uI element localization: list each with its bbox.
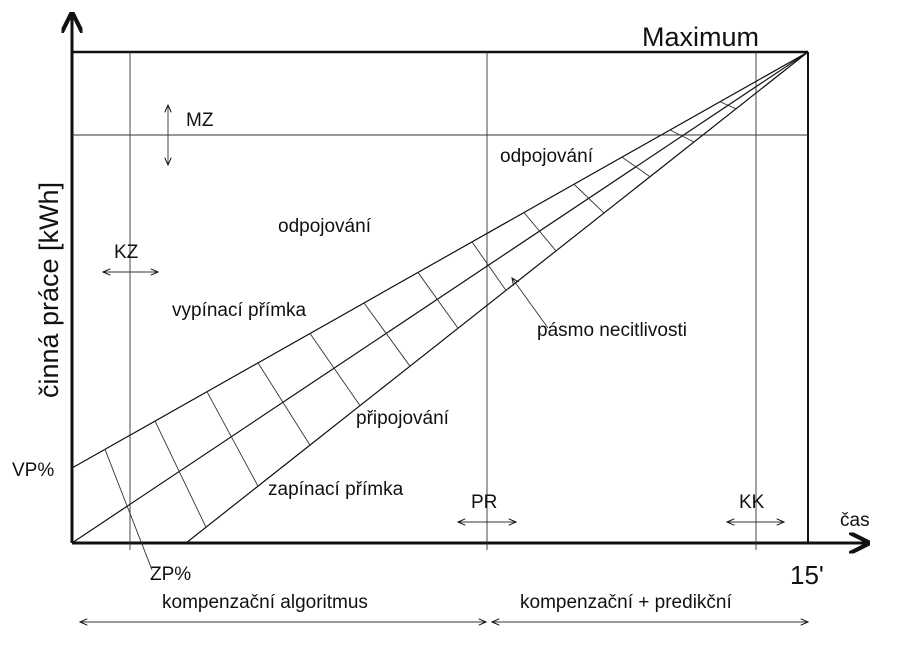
hatch xyxy=(621,156,651,178)
label: MZ xyxy=(186,110,214,131)
hatch xyxy=(573,183,605,214)
y-axis-label: činná práce [kWh] xyxy=(34,182,64,398)
hatch xyxy=(206,391,259,487)
label: odpojování xyxy=(278,216,372,237)
label: čas xyxy=(840,510,870,531)
hatch xyxy=(154,420,207,528)
hatch xyxy=(523,212,557,252)
label: zapínací přímka xyxy=(268,479,404,500)
frame xyxy=(72,14,868,550)
label: kompenzační + predikční xyxy=(520,592,732,613)
label: připojování xyxy=(356,408,450,429)
label: ZP% xyxy=(150,564,191,585)
label: KZ xyxy=(114,242,139,263)
hatch xyxy=(719,101,737,110)
label: vypínací přímka xyxy=(172,300,307,321)
label: 15' xyxy=(790,560,824,590)
label: pásmo necitlivosti xyxy=(537,320,687,341)
hatch xyxy=(309,333,361,406)
label: PR xyxy=(471,492,497,513)
hatch xyxy=(104,449,153,571)
hatch xyxy=(669,129,695,143)
hatch xyxy=(471,241,507,291)
hatch xyxy=(257,362,311,446)
label: VP% xyxy=(12,460,54,481)
label: KK xyxy=(739,492,765,513)
label: kompenzační algoritmus xyxy=(162,592,368,613)
switching-lines xyxy=(71,51,809,571)
label: odpojování xyxy=(500,146,594,167)
arrows xyxy=(80,105,808,622)
hatch xyxy=(417,272,459,329)
label: Maximum xyxy=(642,22,759,52)
hatch xyxy=(363,302,411,367)
